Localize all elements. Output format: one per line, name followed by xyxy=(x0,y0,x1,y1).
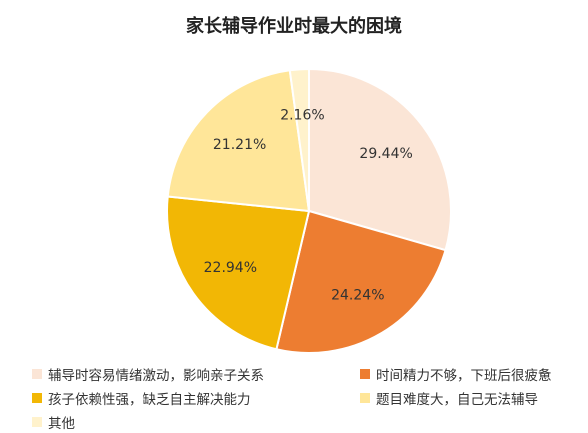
legend-label-3: 题目难度大，自己无法辅导 xyxy=(376,392,538,408)
pie-slice-0 xyxy=(308,67,452,252)
legend-item-3: 题目难度大，自己无法辅导 xyxy=(360,388,572,408)
legend-item-1: 时间精力不够，下班后很疲惫 xyxy=(360,364,572,384)
pie-slice-4 xyxy=(288,67,310,212)
legend-item-2: 孩子依赖性强，缺乏自主解决能力 xyxy=(32,388,360,408)
pie-chart: 29.44% 24.24% 22.94% 21.21% 2.16% xyxy=(166,67,452,354)
slice-label-4: 2.16% xyxy=(280,108,324,124)
legend-label-0: 辅导时容易情绪激动，影响亲子关系 xyxy=(48,368,264,384)
legend-label-4: 其他 xyxy=(48,416,75,432)
slice-label-0: 29.44% xyxy=(359,146,412,162)
legend-swatch-3 xyxy=(360,393,370,403)
slice-label-2: 22.94% xyxy=(204,260,257,276)
legend-swatch-4 xyxy=(32,417,42,427)
legend-item-4: 其他 xyxy=(32,412,360,432)
chart-title: 家长辅导作业时最大的困境 xyxy=(186,16,402,37)
legend-swatch-1 xyxy=(360,369,370,379)
legend-swatch-2 xyxy=(32,393,42,403)
legend-label-1: 时间精力不够，下班后很疲惫 xyxy=(376,368,552,384)
legend-item-0: 辅导时容易情绪激动，影响亲子关系 xyxy=(32,364,360,384)
pie-slice-1 xyxy=(275,209,447,354)
legend-label-2: 孩子依赖性强，缺乏自主解决能力 xyxy=(48,392,251,408)
slice-label-1: 24.24% xyxy=(331,287,384,303)
slice-label-3: 21.21% xyxy=(213,137,266,153)
pie-slice-2 xyxy=(166,195,311,351)
legend: 辅导时容易情绪激动，影响亲子关系 时间精力不够，下班后很疲惫孩子依赖性强，缺乏自主… xyxy=(32,364,572,432)
legend-swatch-0 xyxy=(32,369,42,379)
pie-slice-3 xyxy=(166,69,311,213)
